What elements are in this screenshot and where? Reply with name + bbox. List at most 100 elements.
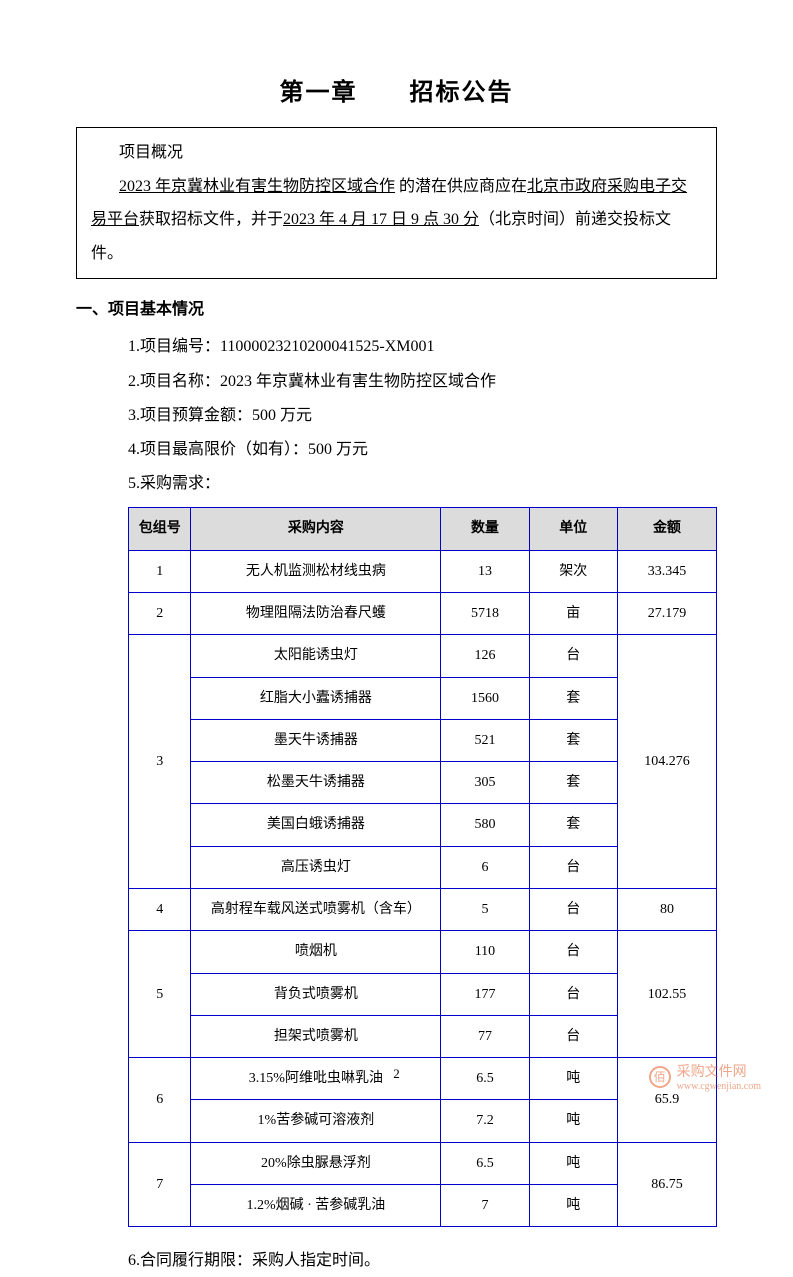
cell-content: 物理阻隔法防治春尺蠖 [191, 592, 441, 634]
cell-group: 4 [129, 888, 191, 930]
cell-group: 1 [129, 550, 191, 592]
cell-unit: 台 [529, 888, 617, 930]
cell-qty: 5718 [441, 592, 529, 634]
cell-content: 红脂大小蠹诱捕器 [191, 677, 441, 719]
cell-qty: 6.5 [441, 1058, 529, 1100]
info-item-2: 2.项目名称：2023 年京冀林业有害生物防控区域合作 [128, 366, 717, 397]
cell-qty: 521 [441, 719, 529, 761]
overview-line3: 易平台获取招标文件，并于2023 年 4 月 17 日 9 点 30 分（北京时… [91, 203, 702, 270]
cell-content: 美国白蛾诱捕器 [191, 804, 441, 846]
cell-content: 高压诱虫灯 [191, 846, 441, 888]
table-row: 2物理阻隔法防治春尺蠖5718亩27.179 [129, 592, 717, 634]
table-row: 1无人机监测松材线虫病13架次33.345 [129, 550, 717, 592]
cell-content: 担架式喷雾机 [191, 1015, 441, 1057]
cell-group: 2 [129, 592, 191, 634]
cell-group: 6 [129, 1058, 191, 1143]
cell-unit: 套 [529, 804, 617, 846]
table-row: 720%除虫脲悬浮剂6.5吨86.75 [129, 1142, 717, 1184]
cell-unit: 吨 [529, 1142, 617, 1184]
table-row: 63.15%阿维吡虫啉乳油6.5吨65.9 [129, 1058, 717, 1100]
section-1-heading: 一、项目基本情况 [76, 295, 717, 319]
cell-unit: 台 [529, 635, 617, 677]
cell-qty: 305 [441, 762, 529, 804]
cell-content: 3.15%阿维吡虫啉乳油 [191, 1058, 441, 1100]
cell-content: 太阳能诱虫灯 [191, 635, 441, 677]
cell-unit: 台 [529, 931, 617, 973]
cell-qty: 7.2 [441, 1100, 529, 1142]
cell-content: 20%除虫脲悬浮剂 [191, 1142, 441, 1184]
cell-group: 3 [129, 635, 191, 889]
table-row: 3太阳能诱虫灯126台104.276 [129, 635, 717, 677]
cell-amount: 104.276 [617, 635, 716, 889]
overview-deadline: 2023 年 4 月 17 日 9 点 30 分 [283, 211, 479, 228]
cell-qty: 13 [441, 550, 529, 592]
info-item-6: 6.合同履行期限：采购人指定时间。 [128, 1245, 717, 1276]
cell-qty: 77 [441, 1015, 529, 1057]
overview-project-name: 2023 年京冀林业有害生物防控区域合作 [119, 178, 395, 195]
cell-unit: 吨 [529, 1058, 617, 1100]
cell-unit: 台 [529, 1015, 617, 1057]
cell-unit: 台 [529, 973, 617, 1015]
cell-amount: 33.345 [617, 550, 716, 592]
cell-unit: 台 [529, 846, 617, 888]
watermark-text: 采购文件网 [677, 1061, 761, 1081]
header-unit: 单位 [529, 508, 617, 550]
cell-content: 松墨天牛诱捕器 [191, 762, 441, 804]
cell-qty: 5 [441, 888, 529, 930]
page-number: 2 [393, 1066, 400, 1082]
cell-qty: 126 [441, 635, 529, 677]
header-amount: 金额 [617, 508, 716, 550]
cell-content: 无人机监测松材线虫病 [191, 550, 441, 592]
cell-group: 7 [129, 1142, 191, 1227]
watermark-icon: 佰 [649, 1066, 671, 1088]
cell-qty: 7 [441, 1185, 529, 1227]
cell-content: 1.2%烟碱 · 苦参碱乳油 [191, 1185, 441, 1227]
overview-text1: 的潜在供应商应在 [395, 178, 527, 195]
cell-unit: 吨 [529, 1100, 617, 1142]
cell-qty: 6 [441, 846, 529, 888]
cell-unit: 亩 [529, 592, 617, 634]
cell-qty: 177 [441, 973, 529, 1015]
cell-amount: 27.179 [617, 592, 716, 634]
header-group: 包组号 [129, 508, 191, 550]
cell-content: 1%苦参碱可溶液剂 [191, 1100, 441, 1142]
cell-amount: 80 [617, 888, 716, 930]
cell-unit: 架次 [529, 550, 617, 592]
cell-qty: 110 [441, 931, 529, 973]
table-header-row: 包组号 采购内容 数量 单位 金额 [129, 508, 717, 550]
cell-unit: 吨 [529, 1185, 617, 1227]
info-item-5: 5.采购需求： [128, 468, 717, 499]
overview-line1: 项目概况 [91, 136, 702, 170]
info-list: 1.项目编号：11000023210200041525-XM001 2.项目名称… [76, 331, 717, 1276]
cell-qty: 1560 [441, 677, 529, 719]
info-item-1: 1.项目编号：11000023210200041525-XM001 [128, 331, 717, 362]
cell-content: 墨天牛诱捕器 [191, 719, 441, 761]
overview-text2: 获取招标文件，并于 [139, 211, 283, 228]
cell-content: 背负式喷雾机 [191, 973, 441, 1015]
header-content: 采购内容 [191, 508, 441, 550]
watermark-text-wrap: 采购文件网 www.cgwenjian.com [677, 1061, 761, 1092]
cell-unit: 套 [529, 719, 617, 761]
overview-box: 项目概况 2023 年京冀林业有害生物防控区域合作 的潜在供应商应在北京市政府采… [76, 127, 717, 279]
cell-unit: 套 [529, 677, 617, 719]
cell-group: 5 [129, 931, 191, 1058]
table-row: 4高射程车载风送式喷雾机（含车）5台80 [129, 888, 717, 930]
cell-content: 喷烟机 [191, 931, 441, 973]
table-row: 5喷烟机110台102.55 [129, 931, 717, 973]
watermark-url: www.cgwenjian.com [677, 1081, 761, 1092]
overview-platform1: 北京市政府采购电子交 [527, 178, 687, 195]
header-qty: 数量 [441, 508, 529, 550]
cell-qty: 580 [441, 804, 529, 846]
cell-content: 高射程车载风送式喷雾机（含车） [191, 888, 441, 930]
overview-line2: 2023 年京冀林业有害生物防控区域合作 的潜在供应商应在北京市政府采购电子交 [91, 170, 702, 204]
info-item-3: 3.项目预算金额：500 万元 [128, 400, 717, 431]
watermark: 佰 采购文件网 www.cgwenjian.com [649, 1061, 761, 1092]
chapter-title: 第一章 招标公告 [76, 72, 717, 107]
info-item-4: 4.项目最高限价（如有）：500 万元 [128, 434, 717, 465]
cell-amount: 86.75 [617, 1142, 716, 1227]
cell-amount: 102.55 [617, 931, 716, 1058]
cell-qty: 6.5 [441, 1142, 529, 1184]
procurement-table: 包组号 采购内容 数量 单位 金额 1无人机监测松材线虫病13架次33.3452… [128, 507, 717, 1227]
overview-platform2: 易平台 [91, 211, 139, 228]
cell-unit: 套 [529, 762, 617, 804]
